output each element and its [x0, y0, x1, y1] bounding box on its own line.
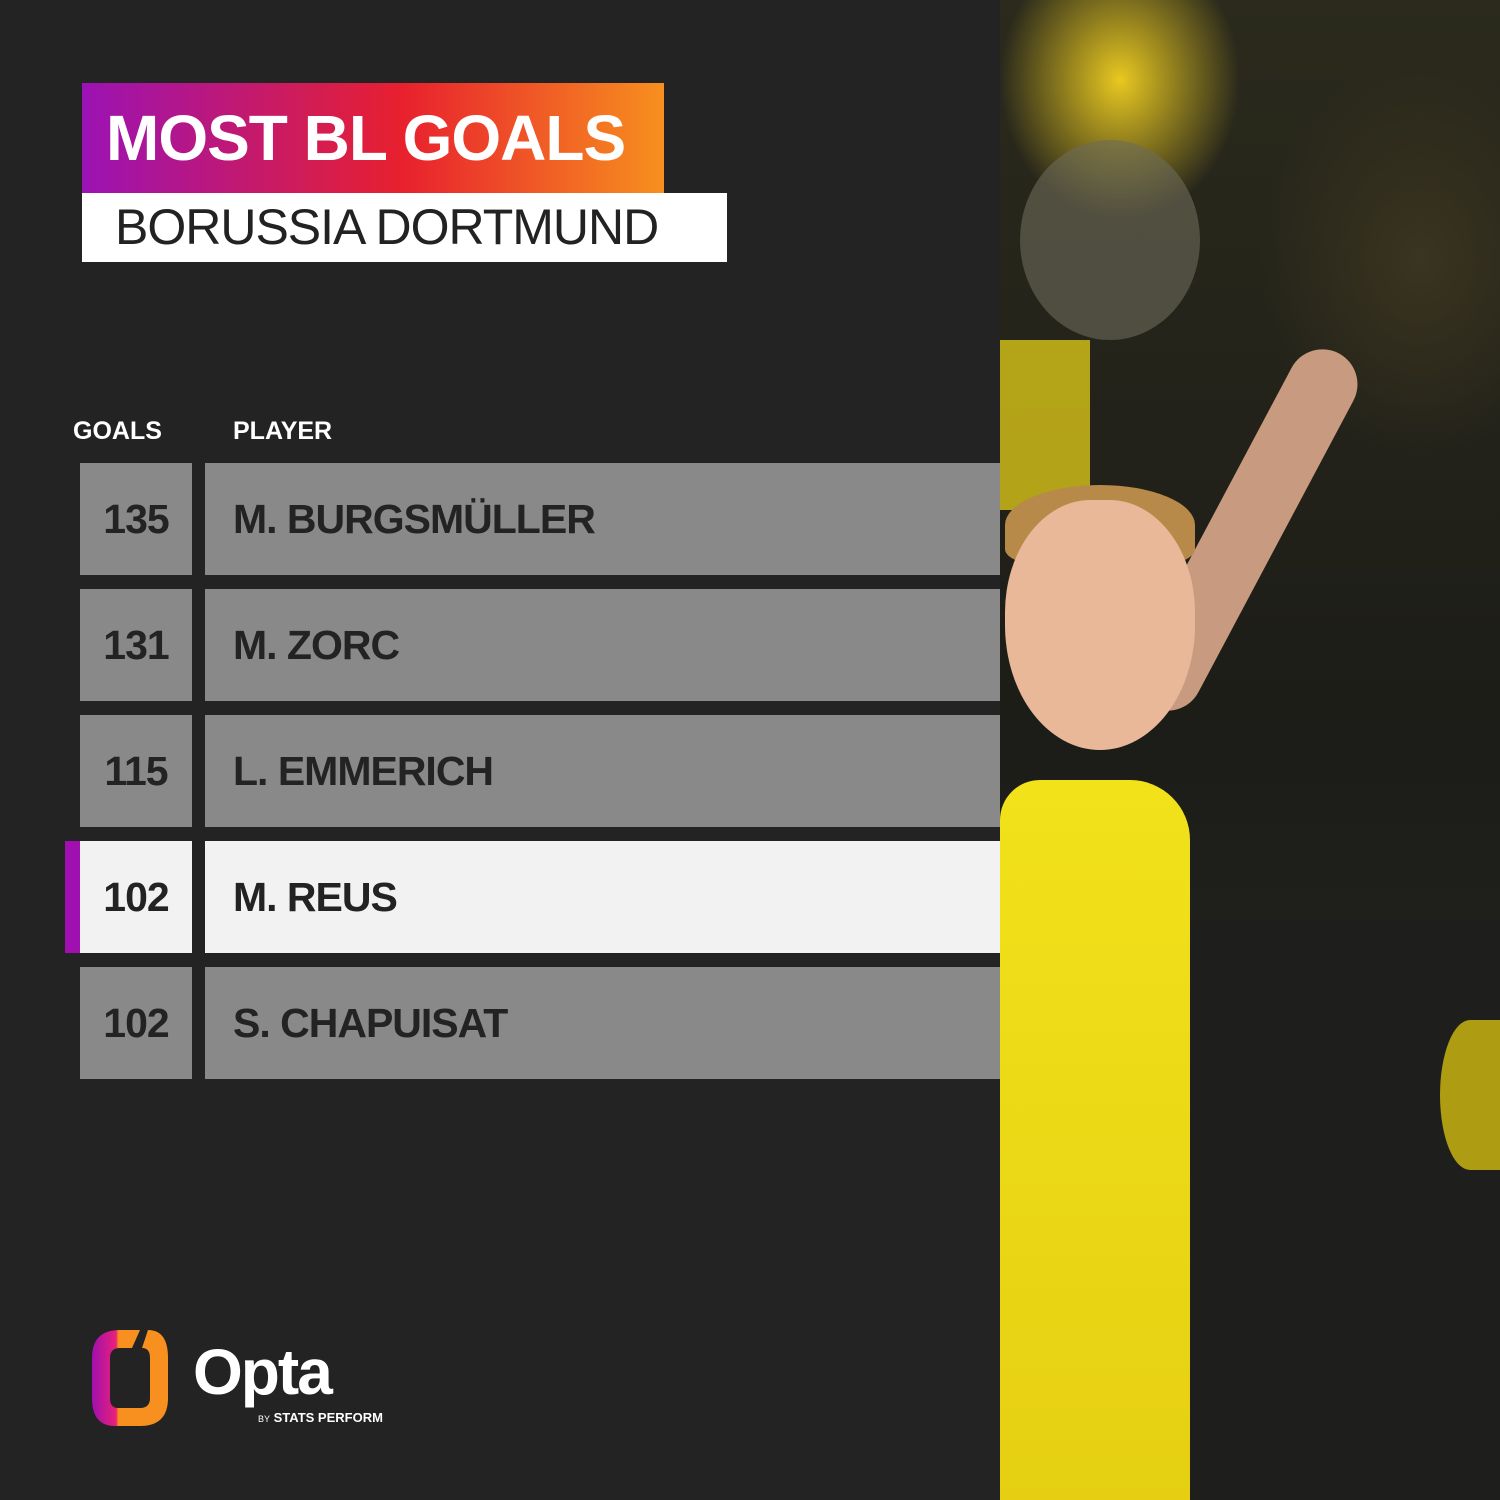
- player-name: L. EMMERICH: [205, 715, 1000, 827]
- opta-logo-icon: [90, 1328, 170, 1433]
- goals-column-header: GOALS: [73, 417, 162, 445]
- player-name: S. CHAPUISAT: [205, 967, 1000, 1079]
- table-row: 115 L. EMMERICH: [80, 715, 1000, 827]
- logo-by: BY: [258, 1414, 271, 1424]
- logo-tagline-text: STATS PERFORM: [273, 1410, 383, 1425]
- goals-value: 135: [80, 463, 192, 575]
- goals-value: 102: [80, 967, 192, 1079]
- player-name: M. BURGSMÜLLER: [205, 463, 1000, 575]
- player-photo: [1000, 0, 1500, 1500]
- opta-wordmark: Opta: [193, 1336, 333, 1408]
- logo-tagline: BY STATS PERFORM: [258, 1410, 383, 1427]
- goals-value: 131: [80, 589, 192, 701]
- table-row: 102 M. REUS: [65, 841, 1000, 953]
- player-name: M. REUS: [205, 841, 1000, 953]
- table-row: 135 M. BURGSMÜLLER: [80, 463, 1000, 575]
- table-row: 102 S. CHAPUISAT: [80, 967, 1000, 1079]
- player-column-header: PLAYER: [233, 417, 333, 445]
- table-row: 131 M. ZORC: [80, 589, 1000, 701]
- goals-value: 115: [80, 715, 192, 827]
- subtitle: BORUSSIA DORTMUND: [82, 193, 727, 262]
- title: MOST BL GOALS: [82, 83, 664, 193]
- goals-value: 102: [80, 841, 192, 953]
- player-name: M. ZORC: [205, 589, 1000, 701]
- highlight-accent: [65, 841, 80, 953]
